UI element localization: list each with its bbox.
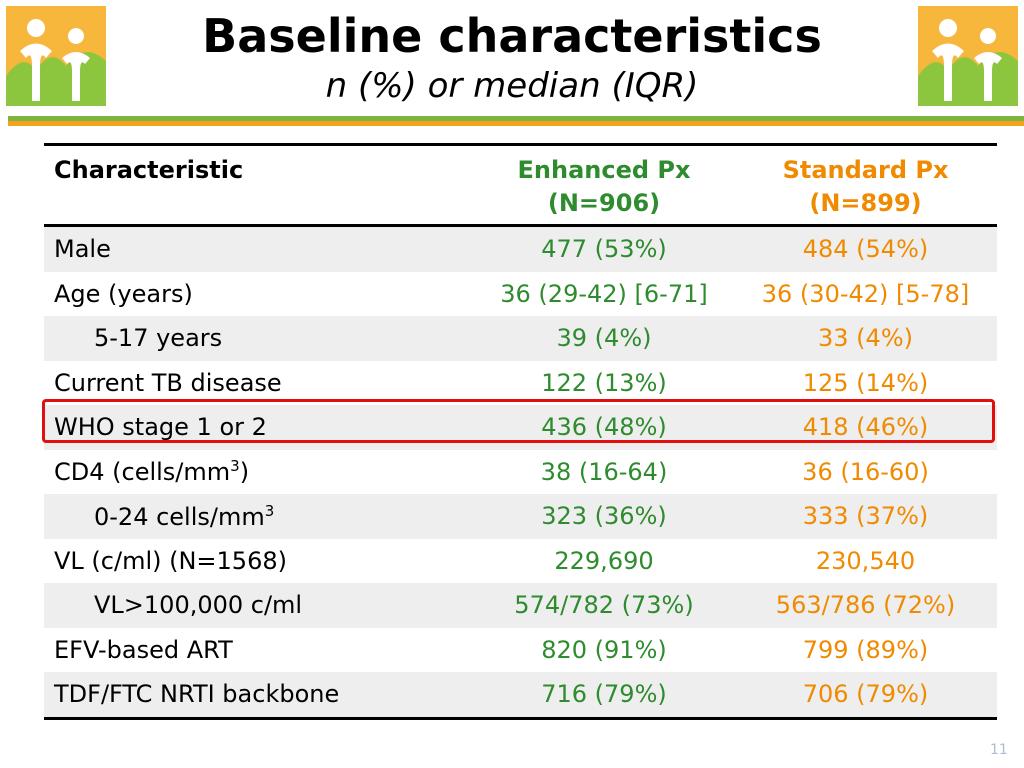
row-label: WHO stage 1 or 2 bbox=[54, 413, 267, 442]
row-label: VL>100,000 c/ml bbox=[94, 591, 303, 620]
table-row: VL>100,000 c/ml 574/782 (73%) 563/786 (7… bbox=[44, 583, 997, 628]
enhanced-value: 574/782 (73%) bbox=[514, 591, 694, 620]
enhanced-value: 122 (13%) bbox=[541, 368, 667, 397]
row-label: EFV-based ART bbox=[54, 635, 233, 664]
row-label-text: CD4 (cells/mm bbox=[54, 458, 231, 487]
enhanced-value: 716 (79%) bbox=[541, 680, 667, 709]
col-header-enhanced: Enhanced Px (N=906) bbox=[474, 146, 734, 224]
standard-value: 36 (30-42) [5-78] bbox=[761, 279, 970, 308]
enhanced-value: 477 (53%) bbox=[541, 235, 667, 264]
col-header-enhanced-name: Enhanced Px bbox=[517, 156, 691, 184]
enhanced-value: 36 (29-42) [6-71] bbox=[500, 279, 708, 308]
standard-value: 418 (46%) bbox=[802, 413, 929, 442]
standard-value: 484 (54%) bbox=[802, 235, 929, 264]
row-label: Current TB disease bbox=[54, 368, 282, 397]
standard-value: 125 (14%) bbox=[802, 368, 929, 397]
table-row: TDF/FTC NRTI backbone 716 (79%) 706 (79%… bbox=[44, 672, 997, 717]
standard-value: 230,540 bbox=[815, 546, 916, 575]
superscript: 3 bbox=[264, 501, 275, 520]
page-title: Baseline characteristics bbox=[202, 9, 822, 63]
enhanced-value: 436 (48%) bbox=[541, 413, 667, 442]
table-row: EFV-based ART 820 (91%) 799 (89%) bbox=[44, 628, 997, 673]
row-label: Age (years) bbox=[54, 279, 193, 308]
baseline-table: Characteristic Enhanced Px (N=906) Stand… bbox=[44, 143, 997, 720]
col-header-standard: Standard Px (N=899) bbox=[734, 146, 997, 224]
family-logo-icon bbox=[918, 6, 1018, 106]
standard-value: 799 (89%) bbox=[802, 635, 929, 664]
table-row: 0-24 cells/mm3 323 (36%) 333 (37%) bbox=[44, 494, 997, 539]
table-header-row: Characteristic Enhanced Px (N=906) Stand… bbox=[44, 146, 997, 227]
row-label: 5-17 years bbox=[94, 324, 223, 353]
standard-value: 706 (79%) bbox=[802, 680, 929, 709]
standard-value: 563/786 (72%) bbox=[775, 591, 956, 620]
table-row: Male 477 (53%) 484 (54%) bbox=[44, 227, 997, 272]
enhanced-value: 820 (91%) bbox=[541, 635, 667, 664]
standard-value: 333 (37%) bbox=[802, 502, 929, 531]
table-row: Age (years) 36 (29-42) [6-71] 36 (30-42)… bbox=[44, 272, 997, 317]
col-header-characteristic: Characteristic bbox=[54, 156, 244, 184]
enhanced-value: 39 (4%) bbox=[556, 324, 652, 353]
table-row: CD4 (cells/mm3) 38 (16-64) 36 (16-60) bbox=[44, 450, 997, 495]
table-row: 5-17 years 39 (4%) 33 (4%) bbox=[44, 316, 997, 361]
col-header-standard-n: (N=899) bbox=[809, 189, 922, 217]
page-number: 11 bbox=[990, 742, 1008, 758]
row-label: 0-24 cells/mm3 bbox=[44, 502, 474, 531]
superscript: 3 bbox=[230, 457, 240, 476]
enhanced-value: 229,690 bbox=[554, 546, 654, 575]
header-divider-bar bbox=[8, 116, 1024, 126]
enhanced-value: 323 (36%) bbox=[541, 502, 667, 531]
who-stage-highlight-box bbox=[42, 399, 995, 443]
row-label: CD4 (cells/mm3) bbox=[44, 457, 474, 486]
col-header-standard-name: Standard Px bbox=[782, 156, 949, 184]
family-logo-icon bbox=[6, 6, 106, 106]
col-header-enhanced-n: (N=906) bbox=[547, 189, 661, 217]
table-row: Current TB disease 122 (13%) 125 (14%) bbox=[44, 361, 997, 406]
standard-value: 33 (4%) bbox=[818, 324, 913, 353]
row-label: Male bbox=[54, 235, 111, 264]
row-label: TDF/FTC NRTI backbone bbox=[54, 680, 340, 709]
row-label-text: 0-24 cells/mm bbox=[94, 502, 265, 531]
row-label-suffix: ) bbox=[239, 458, 250, 487]
page-subtitle: n (%) or median (IQR) bbox=[325, 66, 699, 106]
table-row: VL (c/ml) (N=1568) 229,690 230,540 bbox=[44, 539, 997, 584]
row-label: VL (c/ml) (N=1568) bbox=[54, 546, 287, 575]
enhanced-value: 38 (16-64) bbox=[540, 457, 668, 486]
standard-value: 36 (16-60) bbox=[802, 457, 929, 486]
